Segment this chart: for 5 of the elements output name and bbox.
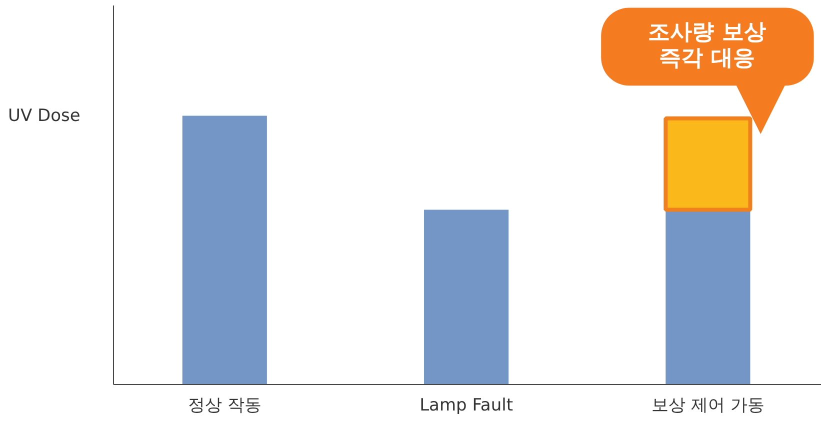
x-tick-label: 보상 제어 가동 — [652, 396, 764, 416]
x-tick-label: 정상 작동 — [188, 396, 262, 416]
annotation: 조사량 보상 즉각 대응 — [647, 19, 767, 72]
x-tick-label: Lamp Fault — [420, 396, 514, 416]
y-axis-title: UV Dose — [8, 105, 80, 128]
